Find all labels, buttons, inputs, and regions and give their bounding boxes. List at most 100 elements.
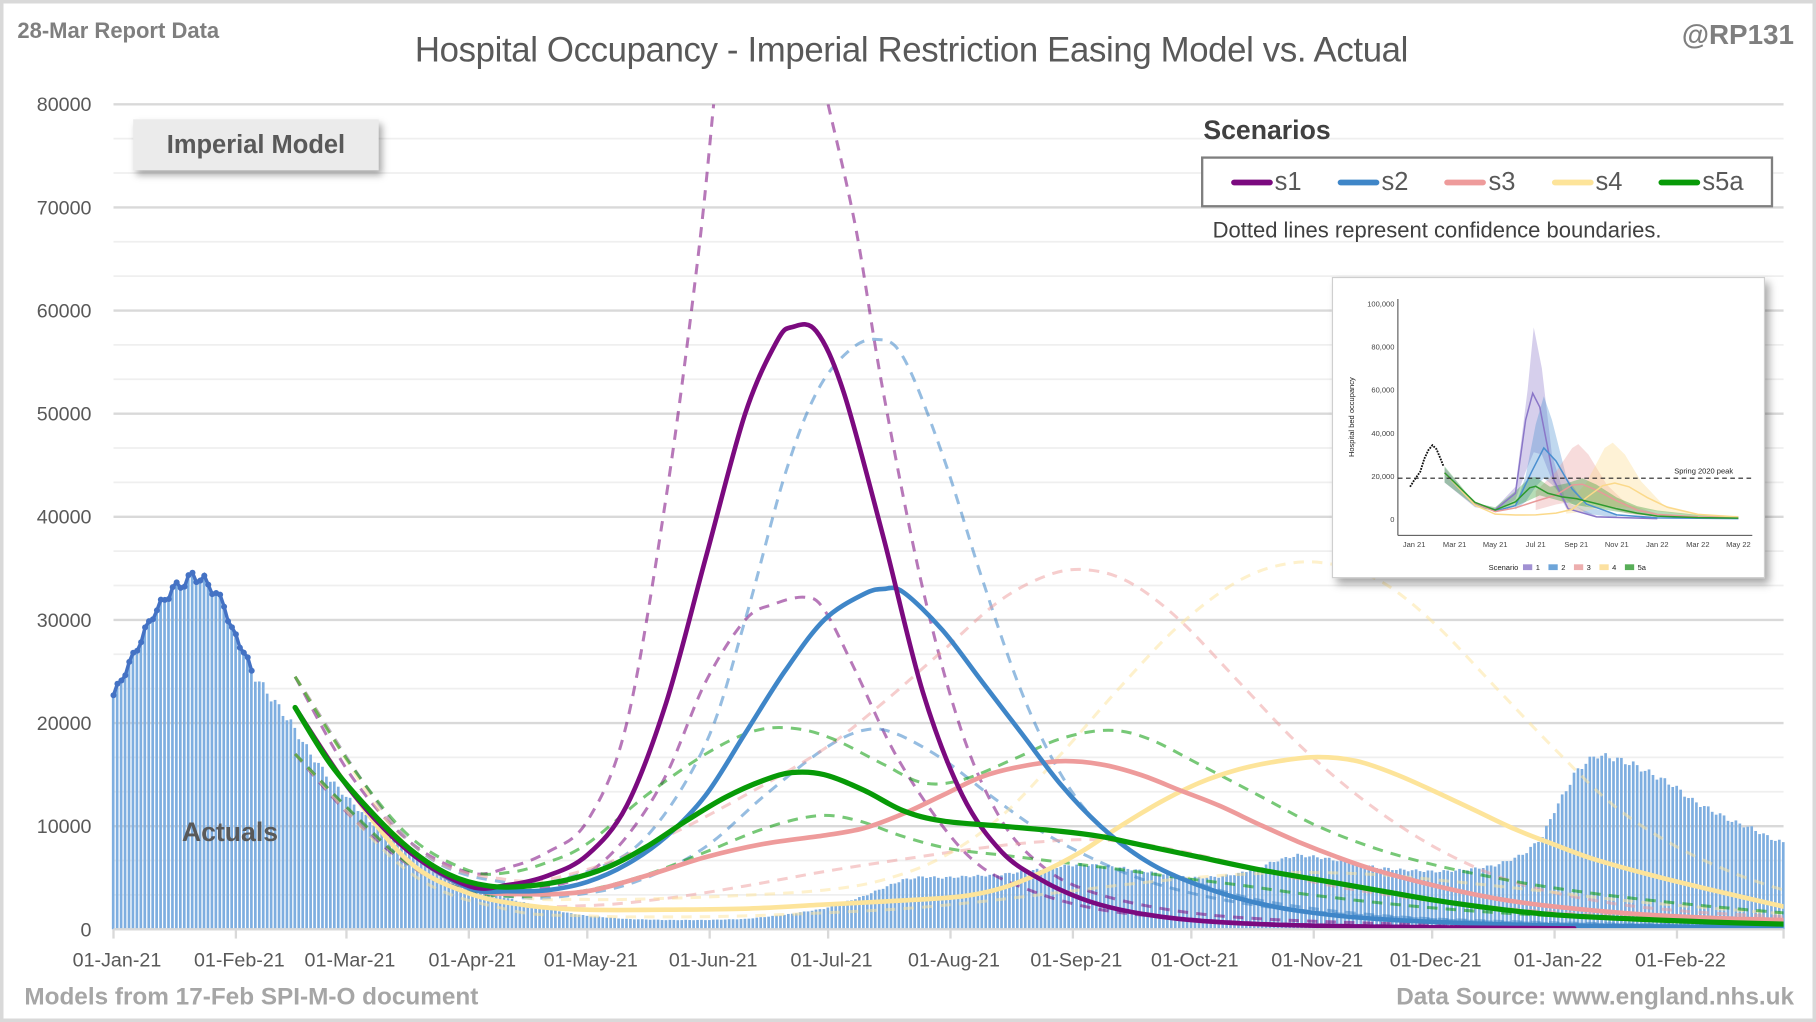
actuals-bar xyxy=(202,573,206,930)
actuals-bar xyxy=(1679,789,1682,930)
actuals-bar xyxy=(1695,802,1698,930)
legend-item-s2: s2 xyxy=(1337,167,1408,197)
actuals-bars xyxy=(110,569,1785,930)
actuals-bar xyxy=(1347,863,1351,930)
actuals-bar xyxy=(277,704,281,930)
actuals-bar xyxy=(1098,866,1102,930)
actuals-bar xyxy=(1126,868,1130,930)
actuals-bar xyxy=(1774,840,1777,930)
actuals-bar xyxy=(715,919,719,930)
actuals-bar xyxy=(198,581,202,930)
legend-item-s3: s3 xyxy=(1444,167,1515,197)
actuals-bar xyxy=(139,643,143,930)
actuals-bar xyxy=(119,680,123,930)
actuals-bar xyxy=(1525,853,1528,930)
actuals-bar xyxy=(1576,768,1580,930)
actuals-bar xyxy=(1501,861,1505,930)
actuals-bar xyxy=(415,858,419,930)
actuals-bar xyxy=(735,919,739,930)
actuals-bar xyxy=(901,879,905,930)
actuals-bar xyxy=(1280,858,1284,930)
actuals-bar xyxy=(929,877,932,930)
actuals-bar xyxy=(877,889,881,930)
actuals-marker xyxy=(126,658,133,665)
inset-x-tick-label: Jul 21 xyxy=(1526,540,1546,549)
actuals-bar xyxy=(1671,786,1675,930)
actuals-bar xyxy=(573,914,577,930)
actuals-bar xyxy=(889,883,893,930)
actuals-bar xyxy=(1552,813,1556,930)
inset-legend-label: 5a xyxy=(1638,563,1647,572)
actuals-bar xyxy=(447,875,451,930)
actuals-bar xyxy=(1608,758,1611,930)
actuals-bar xyxy=(1466,870,1469,930)
inset-band-5a xyxy=(1444,466,1739,519)
actuals-bar xyxy=(1675,785,1679,930)
actuals-bar xyxy=(159,597,162,930)
actuals-bar xyxy=(194,583,198,930)
actuals-bar xyxy=(1462,869,1465,930)
actuals-bar xyxy=(1008,872,1011,930)
actuals-bar xyxy=(1604,753,1607,930)
actuals-bar xyxy=(1655,779,1659,930)
actuals-bar xyxy=(581,915,585,930)
actuals-bar xyxy=(676,920,680,930)
actuals-bar xyxy=(711,919,715,930)
actuals-bar xyxy=(407,850,411,930)
actuals-bar xyxy=(1181,875,1185,930)
actuals-bar xyxy=(1004,873,1007,930)
models-source-note: Models from 17-Feb SPI-M-O document xyxy=(24,983,479,1011)
legend-label: s4 xyxy=(1595,166,1623,196)
actuals-bar xyxy=(214,592,218,930)
actuals-bar xyxy=(1513,857,1517,930)
actuals-bar xyxy=(1406,871,1410,930)
actuals-bar xyxy=(1639,771,1643,930)
actuals-bar xyxy=(1734,820,1738,930)
actuals-bar xyxy=(727,919,731,930)
actuals-bar xyxy=(1039,870,1043,930)
actuals-bar xyxy=(933,876,936,930)
actuals-bar xyxy=(826,907,830,930)
actuals-bar xyxy=(640,919,644,930)
actuals-bar xyxy=(838,904,842,930)
y-tick-label: 0 xyxy=(81,919,92,941)
author-handle: @RP131 xyxy=(1681,19,1794,51)
actuals-bar xyxy=(257,681,261,930)
confidence-line-s3-lower xyxy=(294,752,1784,924)
actuals-bar xyxy=(1260,867,1264,930)
actuals-bar xyxy=(502,897,506,930)
legend-item-s4: s4 xyxy=(1551,167,1622,197)
actuals-marker xyxy=(217,591,224,598)
actuals-bar xyxy=(1635,765,1639,930)
y-tick-label: 60000 xyxy=(37,300,92,322)
actuals-bar xyxy=(411,855,415,930)
actuals-bar xyxy=(1398,868,1402,930)
actuals-bar xyxy=(558,911,561,930)
legend-title: Scenarios xyxy=(1203,114,1331,145)
inset-legend-swatch xyxy=(1548,564,1558,571)
actuals-bar xyxy=(763,917,766,930)
x-tick-label: 01-Jan-22 xyxy=(1514,949,1603,971)
actuals-bar xyxy=(1264,864,1268,930)
inset-y-tick-label: 100,000 xyxy=(1367,299,1394,308)
legend-swatch-s3 xyxy=(1444,179,1487,185)
actuals-bar xyxy=(1667,784,1671,930)
confidence-line-s5a-lower xyxy=(294,752,1784,925)
actuals-bar xyxy=(482,890,486,930)
y-tick-label: 20000 xyxy=(37,713,92,735)
actuals-bar xyxy=(1276,861,1280,930)
actuals-bar xyxy=(593,916,597,930)
actuals-bar xyxy=(1781,842,1785,930)
central-line-s1 xyxy=(292,322,1577,930)
actuals-bar xyxy=(743,918,747,930)
confidence-line-s3-upper xyxy=(293,567,1784,919)
actuals-bar xyxy=(1019,870,1023,930)
actuals-bar xyxy=(1750,826,1754,930)
actuals-bar xyxy=(1118,867,1122,930)
actuals-bar xyxy=(1012,873,1015,930)
actuals-bar xyxy=(305,744,309,930)
actuals-bar xyxy=(696,919,699,930)
actuals-bar xyxy=(700,919,703,930)
actuals-bar xyxy=(798,912,802,930)
